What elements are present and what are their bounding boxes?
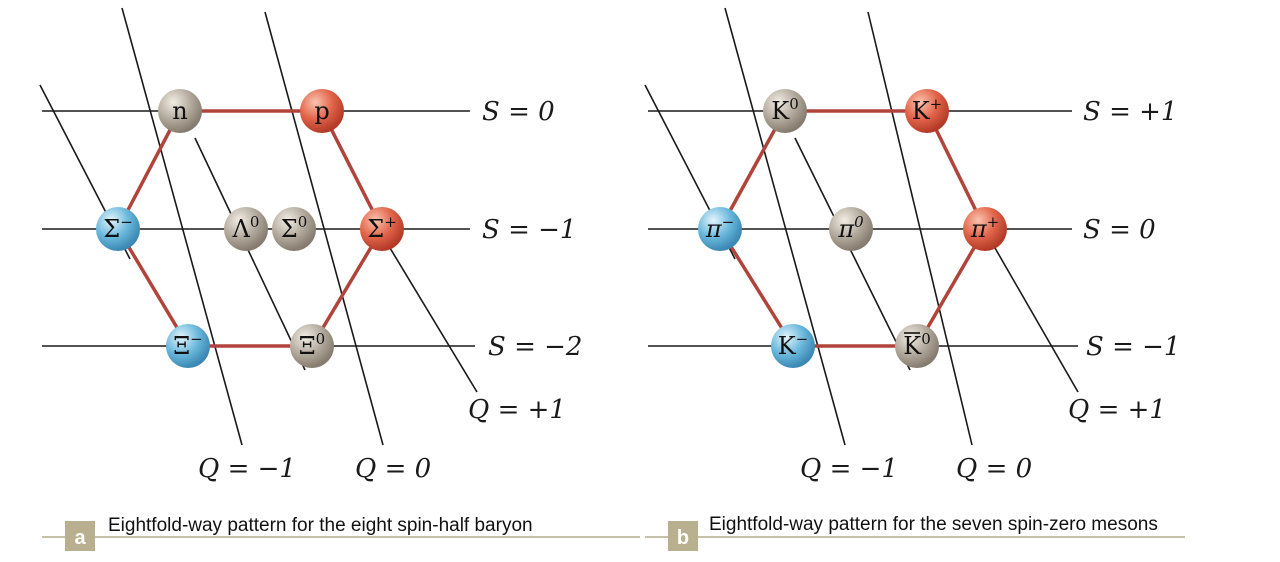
svg-text:K+: K+ [912, 95, 943, 125]
strangeness-label-b-0: S = +1 [1083, 97, 1177, 127]
strangeness-label-a-2: S = −2 [488, 332, 582, 362]
caption-text-a: Eightfold-way pattern for the eight spin… [108, 515, 533, 536]
strangeness-label-a-1: S = −1 [482, 215, 576, 245]
svg-text:Σ0: Σ0 [281, 213, 308, 243]
charge-label-a-2: Q = +1 [468, 395, 566, 425]
panel-b: K0 K+ π− π0 π+ K− [644, 7, 1185, 551]
svg-text:K0: K0 [771, 95, 798, 125]
strangeness-label-b-2: S = −1 [1086, 332, 1180, 362]
charge-label-a-0: Q = −1 [198, 454, 296, 484]
badge-b [668, 521, 698, 551]
particle-k-zero: K0 [763, 89, 807, 133]
particle-n: n [158, 89, 202, 133]
svg-text:Ξ0: Ξ0 [299, 330, 325, 360]
svg-text:b: b [677, 527, 689, 549]
caption-b: b Eightfold-way pattern for the seven sp… [645, 514, 1185, 551]
caption-text-b: Eightfold-way pattern for the seven spin… [709, 514, 1158, 535]
particle-xi-zero: Ξ0 [290, 324, 334, 368]
charge-label-b-1: Q = 0 [956, 454, 1032, 484]
particle-pi-plus: π+ [963, 207, 1007, 251]
strangeness-label-a-0: S = 0 [482, 97, 555, 127]
svg-text:Σ−: Σ− [103, 213, 133, 243]
particle-lambda-zero: Λ0 [224, 207, 268, 251]
charge-label-b-2: Q = +1 [1068, 395, 1166, 425]
svg-text:π0: π0 [837, 213, 864, 243]
charge-label-b-0: Q = −1 [800, 454, 898, 484]
strangeness-label-b-1: S = 0 [1083, 215, 1156, 245]
particle-sigma-plus: Σ+ [360, 207, 404, 251]
badge-a [65, 521, 95, 551]
particle-pi-zero: π0 [829, 207, 873, 251]
particle-sigma-zero: Σ0 [272, 207, 316, 251]
svg-text:K0: K0 [903, 330, 930, 360]
particles-a: n p Σ− Λ0 Σ0 Σ+ [96, 89, 404, 368]
svg-text:n: n [172, 97, 187, 125]
charge-label-a-1: Q = 0 [355, 454, 431, 484]
svg-text:Ξ−: Ξ− [173, 330, 202, 360]
particle-k-plus: K+ [905, 89, 949, 133]
particle-k-minus: K− [771, 324, 815, 368]
svg-text:K−: K− [778, 330, 809, 360]
particle-pi-minus: π− [698, 207, 742, 251]
svg-text:Λ0: Λ0 [232, 213, 260, 243]
caption-a: a Eightfold-way pattern for the eight sp… [42, 515, 640, 551]
particle-sigma-minus: Σ− [96, 207, 140, 251]
particle-xi-minus: Ξ− [166, 324, 210, 368]
particles-b: K0 K+ π− π0 π+ K− [698, 89, 1007, 368]
panel-a: n p Σ− Λ0 Σ0 Σ+ [39, 7, 640, 551]
svg-text:π+: π+ [970, 213, 999, 243]
svg-text:π−: π− [705, 213, 734, 243]
svg-text:a: a [74, 527, 86, 549]
svg-text:p: p [314, 97, 329, 125]
particle-anti-k-zero: K0 [895, 324, 939, 368]
particle-p: p [300, 89, 344, 133]
svg-text:Σ+: Σ+ [367, 213, 397, 243]
